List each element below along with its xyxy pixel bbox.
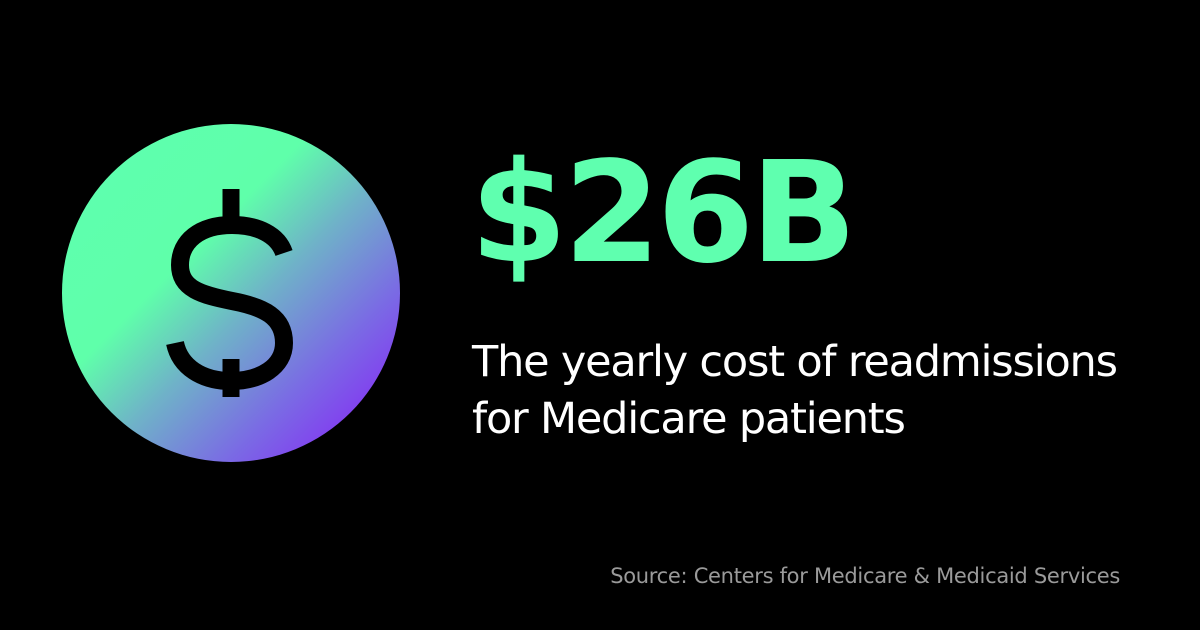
dollar-coin-badge [62, 124, 400, 462]
dollar-sign-icon [166, 189, 293, 397]
stat-value: $26B [470, 132, 857, 295]
stat-description-line-1: The yearly cost of readmissions [472, 337, 1118, 387]
stat-description-line-2: for Medicare patients [472, 394, 906, 444]
source-citation: Source: Centers for Medicare & Medicaid … [610, 564, 1120, 588]
stat-description: The yearly cost of readmissions for Medi… [472, 334, 1152, 448]
